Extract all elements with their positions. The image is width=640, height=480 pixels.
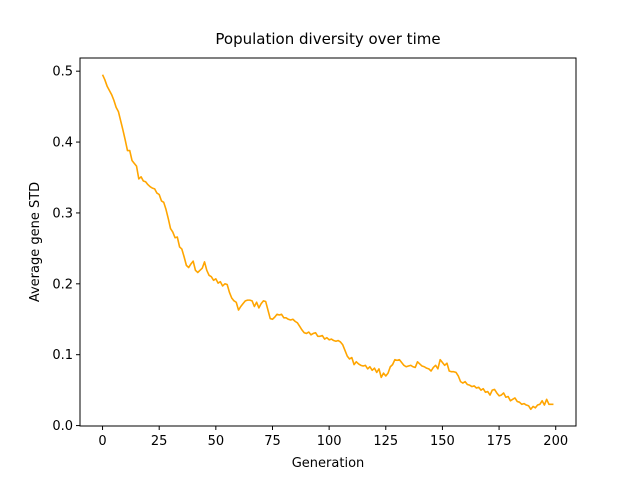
y-tick-label: 0.4: [52, 136, 73, 151]
x-tick-label: 50: [208, 434, 225, 449]
x-tick-label: 75: [264, 434, 281, 449]
x-tick-label: 175: [487, 434, 512, 449]
x-tick-label: 150: [430, 434, 455, 449]
plot-frame: [79, 57, 577, 427]
line-series: [101, 74, 554, 411]
y-tick-label: 0.1: [52, 348, 73, 363]
x-tick-label: 0: [98, 434, 106, 449]
y-tick-label: 0.3: [52, 206, 73, 221]
x-tick-label: 100: [317, 434, 342, 449]
y-tick-label: 0.5: [52, 65, 73, 80]
x-axis-label: Generation: [292, 456, 365, 471]
y-tick-label: 0.2: [52, 277, 73, 292]
x-tick-label: 125: [373, 434, 398, 449]
x-tick-label: 25: [151, 434, 168, 449]
y-axis-label: Average gene STD: [28, 182, 43, 302]
x-tick-label: 200: [543, 434, 568, 449]
chart-title: Population diversity over time: [215, 30, 440, 48]
y-tick-label: 0.0: [52, 419, 73, 434]
